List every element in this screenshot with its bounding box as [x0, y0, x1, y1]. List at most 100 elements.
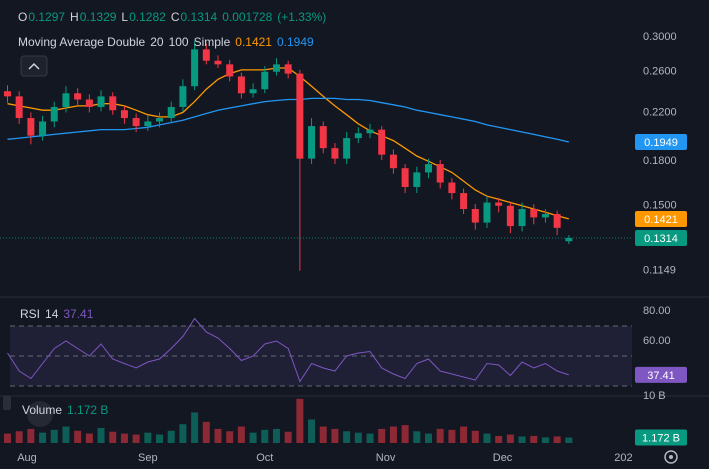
indicator-param: 20: [150, 35, 164, 49]
candle-body: [331, 148, 339, 159]
volume-bar: [156, 434, 164, 443]
volume-bar: [389, 426, 397, 443]
candle-body: [144, 121, 152, 127]
price-badge: 0.1314: [644, 233, 678, 245]
candle-body: [413, 172, 421, 188]
indicator-param: Simple: [193, 35, 231, 49]
candle-body: [436, 164, 444, 183]
y-tick-label: 0.1500: [643, 200, 677, 212]
candle-body: [448, 182, 456, 194]
volume-bar: [109, 431, 117, 443]
volume-bar: [319, 426, 327, 443]
volume-bar: [249, 432, 257, 443]
candle-body: [214, 60, 222, 65]
candle-body: [378, 129, 386, 155]
legend-key: C: [170, 10, 180, 24]
y-tick-label: 60.00: [643, 335, 671, 347]
candle-body: [354, 133, 362, 139]
legend-key: L: [121, 10, 129, 24]
volume-bar: [354, 432, 362, 443]
y-tick-label: 0.1149: [643, 265, 676, 277]
legend-value: 0.1282: [129, 10, 166, 24]
x-tick-label: Aug: [17, 452, 37, 464]
collapse-button[interactable]: [20, 55, 48, 77]
volume-bar: [495, 435, 503, 443]
volume-bar: [506, 434, 514, 443]
y-tick-label: 80.00: [643, 305, 671, 317]
candle-body: [530, 209, 538, 218]
candle-body: [74, 93, 82, 100]
x-tick-label: Nov: [376, 452, 396, 464]
moving-average: [7, 97, 569, 143]
candle-body: [401, 168, 409, 188]
y-tick-label: 0.3000: [643, 31, 677, 43]
volume-bar: [308, 419, 316, 443]
candle-body: [460, 193, 468, 210]
candle-body: [483, 202, 491, 223]
candle-body: [27, 118, 35, 136]
candle-body: [495, 202, 503, 206]
x-tick-label: Oct: [256, 452, 273, 464]
volume-bar: [471, 430, 479, 443]
volume-bar: [85, 433, 93, 443]
candle-body: [85, 99, 93, 107]
candle-body: [296, 73, 304, 159]
volume-bar: [413, 431, 421, 443]
rsi-line: [7, 317, 569, 383]
candle-body: [308, 126, 316, 159]
volume-bar: [214, 428, 222, 443]
volume-bar: [541, 437, 549, 443]
candle-body: [366, 129, 374, 134]
x-tick-label: 202: [614, 452, 632, 464]
price-badge-bg: [635, 210, 687, 227]
volume-bar: [202, 421, 210, 443]
volume-bar: [436, 428, 444, 443]
candle-body: [179, 86, 187, 107]
settings-button[interactable]: [664, 450, 678, 464]
candle-body: [518, 209, 526, 227]
candle-body: [226, 64, 234, 77]
volume-bar: [39, 432, 47, 443]
candle-body: [120, 110, 128, 119]
legend-change: 0.001728: [222, 10, 273, 24]
ohlc-legend: O 0.1297 H 0.1329 L 0.1282 C 0.1314 0.001728…: [18, 10, 331, 24]
volume-bar: [74, 430, 82, 443]
price-badge-bg: [635, 230, 687, 247]
volume-bar: [50, 429, 58, 443]
moving-average: [7, 67, 569, 220]
candle-body: [156, 118, 164, 122]
volume-bar: [553, 436, 561, 443]
candle-body: [506, 205, 514, 227]
volume-bar: [237, 426, 245, 443]
y-tick-label: 10 B: [643, 390, 666, 402]
volume-bar: [331, 428, 339, 443]
y-tick-label: 0.1800: [643, 155, 677, 167]
candle-body: [319, 126, 327, 149]
volume-bar: [483, 433, 491, 443]
volume-bar: [565, 437, 573, 443]
volume-bar: [296, 398, 304, 443]
candle-body: [97, 96, 105, 107]
indicator-param: 100: [168, 35, 189, 49]
volume-bar: [261, 429, 269, 443]
candle-body: [249, 89, 257, 94]
volume-bar: [226, 431, 234, 443]
y-tick-label: 0.2200: [643, 106, 677, 118]
volume-bar: [144, 432, 152, 443]
volume-bar: [518, 436, 526, 443]
volume-bar: [179, 424, 187, 443]
indicator-value: 37.41: [63, 307, 94, 321]
indicator-title: RSI: [20, 307, 41, 321]
rsi-badge: 37.41: [647, 370, 675, 382]
legend-value: 0.1297: [28, 10, 66, 24]
volume-bar: [425, 433, 433, 443]
candle-body: [109, 96, 117, 111]
volume-bar: [343, 431, 351, 443]
candle-body: [553, 214, 561, 228]
volume-bar: [378, 428, 386, 443]
candle-body: [389, 154, 397, 169]
y-tick-label: 0.2600: [643, 66, 677, 78]
indicator-param: 14: [45, 307, 59, 321]
candle-body: [565, 238, 573, 242]
